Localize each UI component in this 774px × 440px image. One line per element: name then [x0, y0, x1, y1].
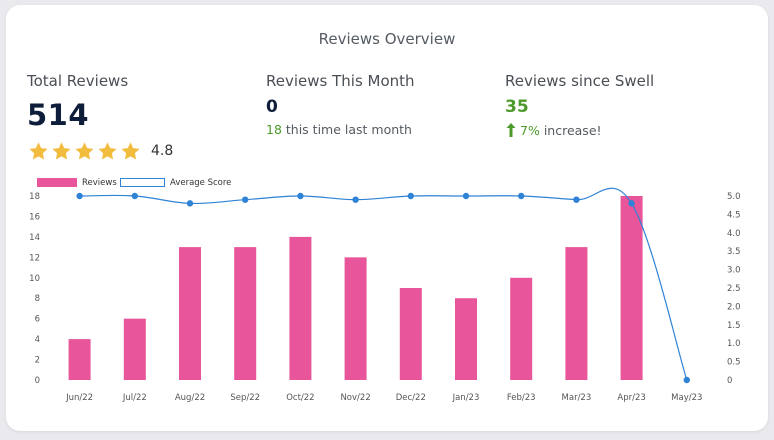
- x-tick-label: Jul/22: [122, 393, 147, 403]
- average-score-line: [79, 187, 688, 381]
- y-right-tick-label: 1.0: [727, 339, 741, 349]
- last-month-comparison: 18 this time last month: [266, 122, 412, 137]
- bar: [289, 236, 312, 380]
- average-score-point: [518, 192, 525, 200]
- average-score-point: [131, 192, 138, 200]
- x-tick-label: Mar/23: [562, 393, 592, 403]
- y-left-tick-label: 16: [29, 212, 40, 222]
- y-right-tick-label: 1.5: [727, 321, 741, 331]
- y-right-tick-label: 3.5: [727, 247, 741, 257]
- x-tick-label: Dec/22: [396, 393, 426, 403]
- increase-percent: 7%: [520, 123, 540, 138]
- average-score-point: [76, 192, 83, 200]
- average-score-point: [462, 192, 470, 200]
- total-reviews-label: Total Reviews: [27, 72, 129, 90]
- star-icon: [75, 141, 94, 160]
- reviews-this-month-value: 0: [266, 97, 278, 117]
- average-score-point: [242, 196, 249, 203]
- y-left-tick-label: 6: [35, 315, 40, 325]
- y-left-tick-label: 0: [35, 376, 40, 386]
- y-left-tick-label: 18: [29, 192, 40, 202]
- star-icon: [29, 141, 48, 160]
- x-tick-label: Apr/23: [617, 393, 645, 403]
- y-right-tick-label: 2.0: [727, 302, 741, 312]
- bar: [179, 247, 201, 380]
- bar: [455, 298, 477, 380]
- bar: [620, 196, 643, 380]
- x-tick-label: Sep/22: [230, 393, 260, 403]
- average-score-point: [297, 192, 304, 200]
- star-icon: [52, 141, 71, 160]
- bar: [344, 257, 367, 380]
- average-rating: 4.8: [151, 143, 174, 159]
- y-left-tick-label: 4: [35, 335, 40, 345]
- legend-label-reviews: Reviews: [82, 178, 117, 188]
- arrow-up-icon: [506, 123, 516, 137]
- legend-swatch-average-score: [120, 178, 165, 187]
- increase-text: increase!: [543, 123, 602, 138]
- y-right-tick-label: 0: [727, 376, 732, 386]
- average-score-point: [628, 200, 635, 207]
- card-title: Reviews Overview: [318, 30, 456, 48]
- bar: [68, 339, 91, 380]
- x-tick-label: Jun/22: [65, 393, 93, 403]
- average-score-point: [407, 192, 414, 200]
- star-rating: 4.8: [28, 140, 173, 162]
- y-left-tick-label: 8: [35, 294, 40, 304]
- reviews-since-swell-value: 35: [505, 97, 529, 117]
- y-left-tick-label: 14: [29, 233, 40, 243]
- increase-info: 7% increase!: [505, 122, 602, 138]
- x-tick-label: Feb/23: [507, 393, 536, 403]
- bar: [234, 247, 257, 380]
- x-tick-label: Oct/22: [286, 393, 314, 403]
- y-right-tick-label: 2.5: [727, 284, 741, 294]
- legend-swatch-reviews: [37, 178, 77, 187]
- star-icon: [121, 141, 140, 160]
- average-score-point: [683, 376, 690, 384]
- x-tick-label: Aug/22: [175, 393, 205, 403]
- reviews-this-month-label: Reviews This Month: [266, 72, 415, 90]
- reviews-since-swell-label: Reviews since Swell: [505, 72, 655, 90]
- star-icon: [98, 141, 117, 160]
- y-left-tick-label: 2: [35, 356, 40, 366]
- x-tick-label: May/23: [671, 393, 702, 403]
- y-right-tick-label: 0.5: [727, 358, 741, 368]
- y-left-tick-label: 12: [29, 253, 40, 263]
- y-right-tick-label: 3.0: [727, 266, 741, 276]
- y-right-tick-label: 5.0: [727, 192, 741, 202]
- last-month-value: 18: [266, 122, 282, 137]
- x-tick-label: Nov/22: [340, 393, 370, 403]
- total-reviews-value: 514: [27, 98, 90, 132]
- legend-label-average-score: Average Score: [170, 178, 231, 188]
- average-score-point: [573, 196, 580, 203]
- x-tick-label: Jan/23: [452, 393, 480, 403]
- average-score-point: [186, 200, 194, 207]
- y-left-tick-label: 10: [29, 274, 40, 284]
- bar: [123, 318, 146, 380]
- y-right-tick-label: 4.0: [727, 229, 741, 239]
- bar: [565, 247, 588, 380]
- bar: [510, 277, 533, 380]
- bar: [399, 288, 422, 380]
- average-score-point: [352, 196, 359, 203]
- y-right-tick-label: 4.5: [727, 210, 741, 220]
- last-month-text: this time last month: [285, 122, 412, 137]
